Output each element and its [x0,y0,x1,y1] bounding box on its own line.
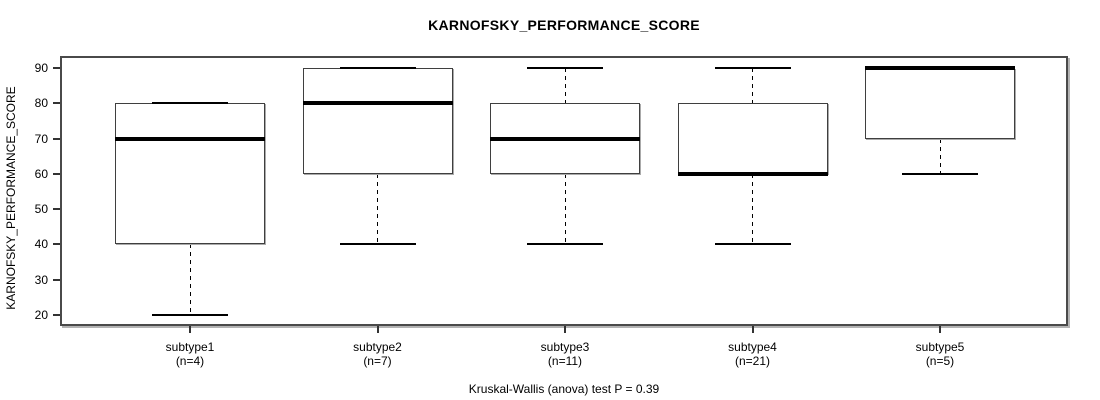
group-label: subtype2 [353,340,402,354]
y-axis-label: KARNOFSKY_PERFORMANCE_SCORE [4,86,18,310]
upper-whisker-line [752,68,753,104]
y-tick-label: 40 [34,237,48,252]
x-tick-label: subtype2 (n=7) [303,340,453,368]
y-tick-label: 30 [34,272,48,287]
y-axis-tick [53,172,60,175]
x-tick-label: subtype3 (n=11) [490,340,640,368]
chart-title: KARNOFSKY_PERFORMANCE_SCORE [428,17,700,33]
lower-whisker-line [752,173,753,245]
group-label: subtype5 [915,340,965,354]
box [302,68,453,174]
y-axis-tick [53,278,60,281]
lower-whisker-cap [902,172,978,175]
y-axis-tick [53,208,60,211]
median-line [302,101,453,106]
x-tick-label: subtype5 (n=5) [865,340,1015,368]
x-axis-tick [189,326,191,333]
lower-whisker-line [377,173,378,245]
lower-whisker-line [939,138,941,174]
stat-annotation: Kruskal-Wallis (anova) test P = 0.39 [468,382,660,396]
x-axis-tick [564,326,566,333]
x-tick-label: subtype4 (n=21) [678,340,828,368]
lower-whisker-line [564,173,566,245]
upper-whisker-cap [339,67,416,69]
plot-area [60,56,1068,326]
y-axis-tick [53,314,60,316]
lower-whisker-cap [527,243,603,246]
x-axis-tick [376,326,379,333]
y-tick-label: 80 [34,96,48,111]
y-axis-tick [53,243,60,246]
y-tick-label: 90 [34,61,48,75]
upper-whisker-cap [152,102,228,105]
y-axis-tick [53,137,60,140]
upper-whisker-cap [714,67,791,69]
group-label: subtype3 [540,340,590,354]
group-label: subtype4 [728,340,777,354]
box [677,103,828,174]
y-tick-label: 20 [34,308,48,322]
upper-whisker-cap [527,67,603,69]
y-axis-tick [53,67,60,69]
box [115,103,265,245]
x-axis-tick [939,326,941,333]
lower-whisker-cap [339,243,416,246]
group-n-label: (n=5) [925,354,955,368]
group-n-label: (n=11) [547,354,583,368]
x-tick-label: subtype1 (n=4) [115,340,265,368]
y-axis-tick [53,102,60,105]
median-line [677,171,828,176]
x-axis-tick [751,326,754,333]
lower-whisker-line [189,244,191,315]
lower-whisker-cap [152,314,228,316]
median-line [115,136,265,141]
group-n-label: (n=4) [175,354,205,368]
median-line [865,66,1015,70]
group-label: subtype1 [165,340,215,354]
y-tick-label: 50 [34,202,48,217]
y-tick-label: 70 [34,131,48,146]
lower-whisker-cap [714,243,791,246]
median-line [490,136,640,141]
group-n-label: (n=21) [734,354,771,368]
upper-whisker-line [564,68,566,104]
group-n-label: (n=7) [363,354,392,368]
y-tick-label: 60 [34,166,48,181]
box [865,68,1015,139]
